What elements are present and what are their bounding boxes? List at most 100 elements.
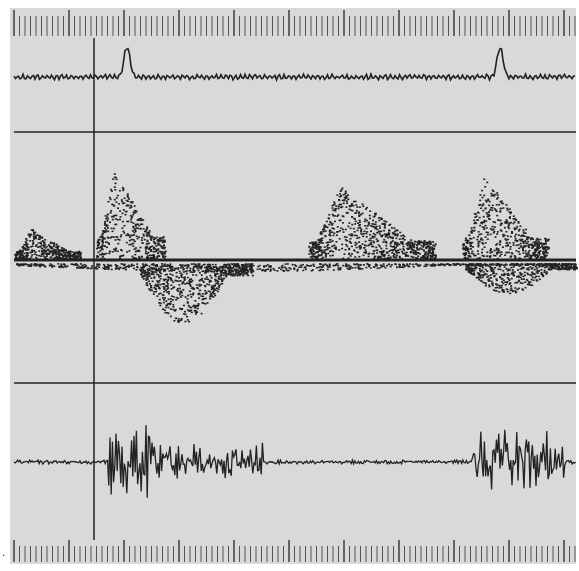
spectral-dot — [378, 217, 380, 219]
spectral-dot — [340, 195, 342, 197]
spectral-dot — [134, 254, 136, 256]
spectral-dot — [490, 234, 492, 236]
spectral-dot — [522, 282, 524, 284]
spectral-dot — [316, 267, 318, 269]
spectral-dot — [218, 276, 220, 278]
spectral-dot — [481, 270, 483, 272]
spectral-dot — [380, 231, 382, 233]
spectral-dot — [114, 186, 116, 188]
spectral-dot — [128, 266, 130, 268]
spectral-dot — [406, 263, 408, 265]
spectral-dot — [346, 200, 348, 202]
spectral-dot — [345, 263, 347, 265]
spectral-dot — [172, 304, 174, 306]
spectral-dot — [564, 268, 566, 270]
spectral-dot — [190, 307, 192, 309]
spectral-dot — [137, 238, 139, 240]
spectral-dot — [117, 219, 119, 221]
spectral-dot — [148, 232, 150, 234]
spectral-dot — [483, 271, 485, 273]
spectral-dot — [327, 269, 329, 271]
spectral-dot — [472, 246, 474, 248]
spectral-dot — [130, 243, 132, 245]
spectral-dot — [488, 265, 490, 267]
spectral-dot — [482, 255, 484, 257]
spectral-dot — [482, 277, 484, 279]
spectral-dot — [505, 231, 507, 233]
spectral-dot — [434, 254, 436, 256]
spectral-dot — [525, 245, 527, 247]
spectral-dot — [180, 296, 182, 298]
spectral-dot — [504, 274, 506, 276]
spectral-dot — [480, 208, 482, 210]
spectral-dot — [267, 264, 269, 266]
spectral-dot — [488, 215, 490, 217]
spectral-dot — [495, 236, 497, 238]
spectral-dot — [482, 197, 484, 199]
spectral-dot — [181, 292, 183, 294]
spectral-dot — [384, 226, 386, 228]
spectral-dot — [61, 263, 63, 265]
spectral-dot — [105, 253, 107, 255]
spectral-dot — [567, 264, 569, 266]
spectral-dot — [356, 243, 358, 245]
spectral-dot — [483, 222, 485, 224]
spectral-dot — [327, 247, 329, 249]
spectral-dot — [504, 266, 506, 268]
spectral-dot — [153, 291, 155, 293]
spectral-dot — [560, 265, 562, 267]
spectral-dot — [330, 255, 332, 257]
spectral-dot — [325, 255, 327, 257]
spectral-dot — [373, 226, 375, 228]
spectral-dot — [487, 234, 489, 236]
spectral-dot — [68, 253, 70, 255]
spectral-dot — [341, 188, 343, 190]
spectral-dot — [322, 269, 324, 271]
spectral-dot — [125, 235, 127, 237]
spectral-dot — [315, 252, 317, 254]
spectral-dot — [394, 254, 396, 256]
spectral-dot — [477, 243, 479, 245]
spectral-dot — [492, 285, 494, 287]
spectral-dot — [41, 244, 43, 246]
spectral-dot — [155, 289, 157, 291]
spectral-dot — [167, 279, 169, 281]
spectral-dot — [25, 255, 27, 257]
spectral-dot — [346, 212, 348, 214]
spectral-dot — [350, 228, 352, 230]
spectral-dot — [131, 206, 133, 208]
spectral-dot — [42, 240, 44, 242]
spectral-dot — [22, 246, 24, 248]
spectral-dot — [489, 209, 491, 211]
spectral-dot — [473, 253, 475, 255]
spectral-dot — [50, 251, 52, 253]
spectral-dot — [329, 235, 331, 237]
spectral-dot — [497, 194, 499, 196]
spectral-dot — [80, 254, 82, 256]
spectral-dot — [358, 241, 360, 243]
spectral-dot — [377, 240, 379, 242]
spectral-dot — [511, 271, 513, 273]
spectral-dot — [488, 278, 490, 280]
spectral-dot — [510, 236, 512, 238]
spectral-dot — [209, 281, 211, 283]
spectral-dot — [350, 209, 352, 211]
spectral-dot — [561, 268, 563, 270]
spectral-dot — [31, 251, 33, 253]
spectral-dot — [135, 231, 137, 233]
spectral-dot — [402, 241, 404, 243]
spectral-dot — [169, 265, 171, 267]
spectral-dot — [478, 275, 480, 277]
spectral-dot — [160, 303, 162, 305]
spectral-dot — [170, 279, 172, 281]
spectral-dot — [156, 285, 158, 287]
spectral-dot — [204, 264, 206, 266]
spectral-dot — [103, 245, 105, 247]
spectral-dot — [415, 241, 417, 243]
spectral-dot — [189, 270, 191, 272]
spectral-dot — [501, 281, 503, 283]
spectral-dot — [495, 244, 497, 246]
spectral-dot — [150, 246, 152, 248]
spectral-dot — [381, 236, 383, 238]
spectral-dot — [111, 269, 113, 271]
